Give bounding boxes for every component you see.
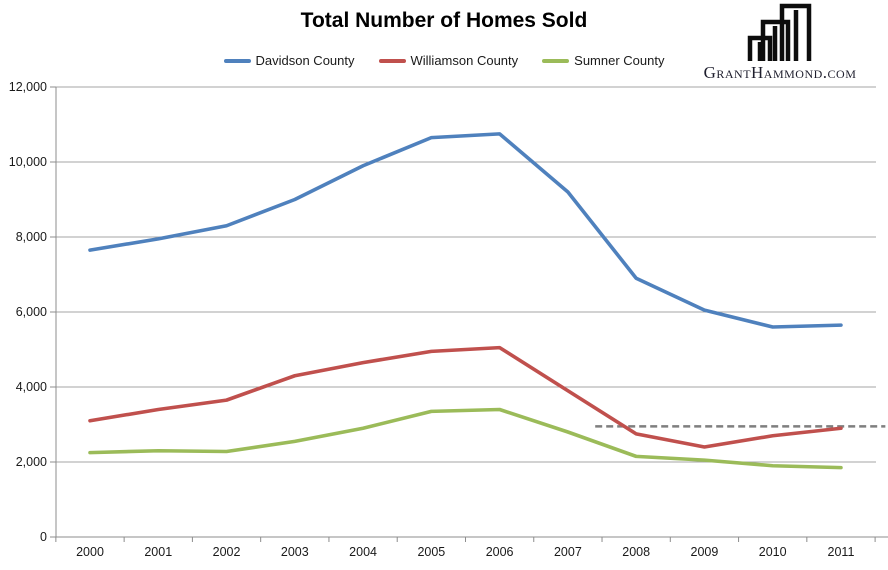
y-tick-label: 6,000 (16, 305, 47, 319)
x-tick-label: 2007 (554, 545, 582, 559)
y-tick-label: 2,000 (16, 455, 47, 469)
legend-label: Williamson County (410, 53, 519, 68)
buildings-skyline-icon (747, 3, 812, 61)
x-tick-label: 2000 (76, 545, 104, 559)
logo: GrantHammond.com (680, 2, 880, 83)
x-tick-label: 2002 (213, 545, 241, 559)
series-line-davidson-county (88, 132, 843, 329)
legend-item-williamson-county: Williamson County (378, 53, 519, 68)
x-tick-label: 2010 (759, 545, 787, 559)
chart-title: Total Number of Homes Sold (300, 9, 588, 32)
y-tick-label: 4,000 (16, 380, 47, 394)
x-tick-label: 2004 (349, 545, 377, 559)
legend-item-davidson-county: Davidson County (223, 53, 355, 68)
y-tick-label: 12,000 (9, 80, 47, 94)
y-tick-label: 8,000 (16, 230, 47, 244)
legend-line-swatch-icon (223, 58, 251, 63)
legend-label: Davidson County (255, 53, 355, 68)
series-line-williamson-county (88, 345, 843, 449)
y-tick-label: 0 (40, 530, 47, 544)
legend-line-swatch-icon (378, 58, 406, 63)
x-tick-label: 2001 (144, 545, 172, 559)
x-tick-label: 2006 (486, 545, 514, 559)
x-tick-label: 2003 (281, 545, 309, 559)
y-tick-label: 10,000 (9, 155, 47, 169)
legend-item-sumner-county: Sumner County (542, 53, 664, 68)
x-tick-label: 2008 (622, 545, 650, 559)
logo-text: GrantHammond.com (703, 63, 857, 82)
x-tick-label: 2011 (828, 545, 855, 559)
legend-line-swatch-icon (542, 58, 570, 63)
legend-label: Sumner County (574, 53, 665, 68)
x-tick-label: 2009 (691, 545, 719, 559)
legend: Davidson County Williamson County Sumner… (0, 53, 888, 68)
x-tick-label: 2005 (417, 545, 445, 559)
series-line-sumner-county (88, 407, 843, 470)
